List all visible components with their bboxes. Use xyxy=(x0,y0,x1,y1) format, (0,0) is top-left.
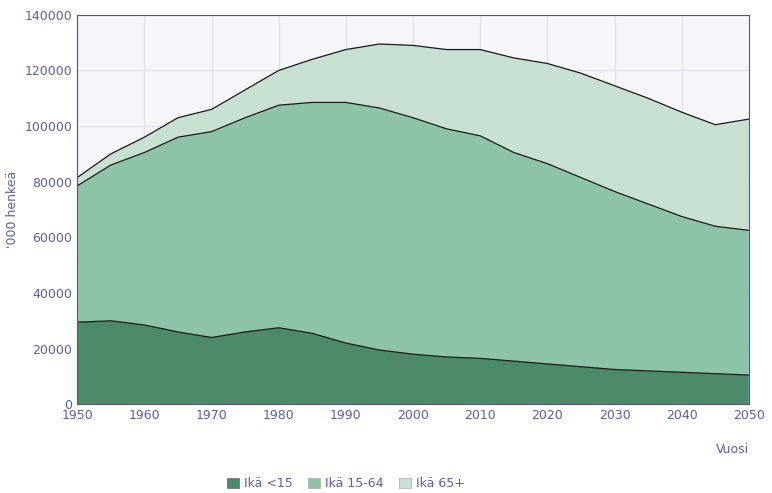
Legend: Ikä <15, Ikä 15-64, Ikä 65+: Ikä <15, Ikä 15-64, Ikä 65+ xyxy=(222,472,470,493)
Text: Vuosi: Vuosi xyxy=(716,443,749,456)
Y-axis label: '000 henkeä: '000 henkeä xyxy=(6,171,19,248)
